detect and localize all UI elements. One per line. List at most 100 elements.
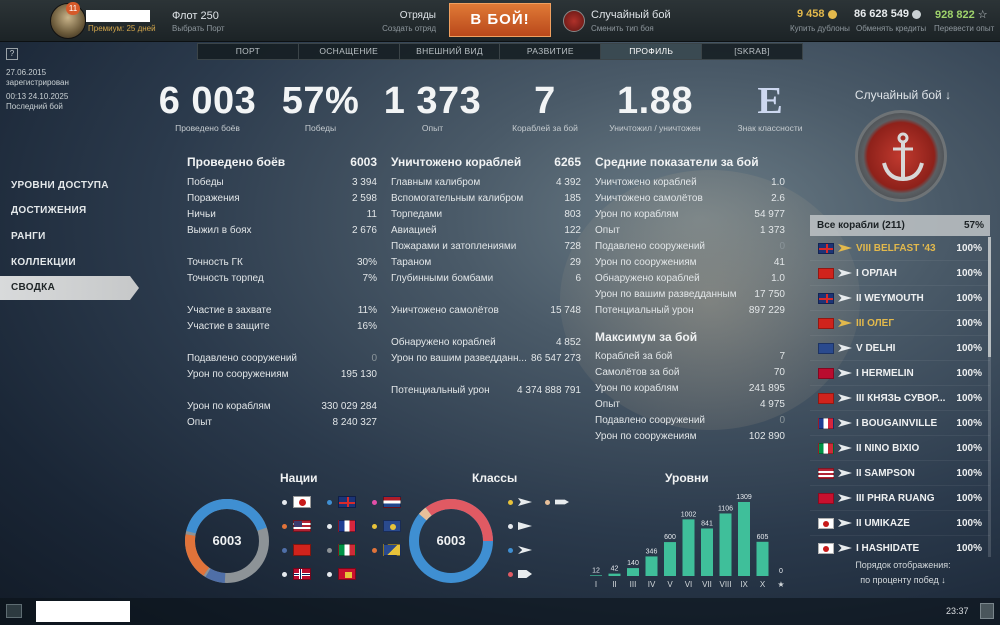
menu-collections[interactable]: КОЛЛЕКЦИИ — [11, 257, 76, 268]
commander-avatar[interactable] — [50, 3, 86, 39]
stat-wins-value: 57% — [281, 80, 360, 122]
ship-class-icon — [838, 519, 852, 527]
ship-row[interactable]: V DELHI 100% — [810, 336, 990, 361]
battles-header: Проведено боёв 6003 — [187, 155, 377, 175]
flag-cn-icon — [818, 392, 834, 404]
doubloons-sub[interactable]: Купить дублоны — [790, 24, 850, 33]
battle-type-sub[interactable]: Сменить тип боя — [591, 24, 654, 33]
battle-button[interactable]: В БОЙ! — [449, 3, 551, 37]
row-value: 86 547 273 — [530, 353, 581, 364]
doubloons-display[interactable]: 9 458 — [797, 8, 837, 20]
ship-name: I HERMELIN — [856, 367, 914, 379]
row-label: Урон по кораблям — [595, 209, 679, 220]
ship-row[interactable]: III PHRA RUANG 100% — [810, 486, 990, 511]
ship-row[interactable]: I ОРЛАН 100% — [810, 261, 990, 286]
row-label: Потенциальный урон — [595, 305, 694, 316]
ship-list-scrollbar[interactable] — [988, 237, 991, 557]
ship-name: II UMIKAZE — [856, 517, 910, 529]
tier-tick-label: VI — [685, 580, 693, 589]
menu-ranks[interactable]: РАНГИ — [11, 231, 46, 242]
ship-winrate: 100% — [956, 342, 982, 354]
stat-wins-label: Победы — [304, 123, 337, 133]
tab-profile[interactable]: ПРОФИЛЬ — [601, 44, 703, 59]
stat-battles-value: 6 003 — [158, 80, 257, 122]
ship-row[interactable]: VIII BELFAST '43 100% — [810, 236, 990, 261]
flag-fr-icon — [818, 417, 834, 429]
tab-appearance[interactable]: ВНЕШНИЙ ВИД — [400, 44, 501, 59]
tier-tick-label: III — [630, 580, 637, 589]
tab-clan[interactable]: [SKRAB] — [734, 46, 770, 56]
all-ships-label: Все корабли (211) — [817, 220, 905, 231]
xp-display[interactable]: 928 822 ☆ — [935, 8, 988, 21]
stat-wins: 57% Победы — [278, 80, 363, 133]
ship-class-icon — [838, 344, 852, 352]
averages-header: Средние показатели за бой — [595, 155, 785, 175]
flag-france — [338, 520, 356, 532]
ship-row[interactable]: II WEYMOUTH 100% — [810, 286, 990, 311]
row-label: Торпедами — [391, 209, 443, 220]
fleet-sub[interactable]: Выбрать Порт — [172, 24, 225, 33]
row-value: 330 029 284 — [321, 401, 377, 412]
credits-sub[interactable]: Обменять кредиты — [856, 24, 927, 33]
ship-row[interactable]: I HASHIDATE 100% — [810, 536, 990, 557]
battle-type-title[interactable]: Случайный бой — [591, 9, 671, 21]
ship-row[interactable]: I BOUGAINVILLE 100% — [810, 411, 990, 436]
row-label: Участие в защите — [187, 321, 270, 332]
sort-order[interactable]: Порядок отображения: по проценту побед ↓ — [818, 558, 988, 588]
ship-list-scrollthumb[interactable] — [988, 237, 991, 357]
row-label: Уничтожено самолётов — [595, 193, 703, 204]
menu-summary[interactable]: СВОДКА — [0, 276, 130, 300]
ship-winrate: 100% — [956, 317, 982, 329]
row-value: 0 — [779, 241, 785, 252]
tab-development[interactable]: РАЗВИТИЕ — [500, 44, 602, 59]
ship-row[interactable]: II SAMPSON 100% — [810, 461, 990, 486]
ship-name: III КНЯЗЬ СУВОР... — [856, 392, 946, 404]
row-value: 17 750 — [754, 289, 785, 300]
fleet-title[interactable]: Флот 250 — [172, 10, 219, 22]
division-title[interactable]: Отряды — [399, 10, 436, 21]
ship-row[interactable]: III КНЯЗЬ СУВОР... 100% — [810, 386, 990, 411]
xp-sub[interactable]: Перевести опыт — [934, 24, 995, 33]
legend-dot — [282, 548, 287, 553]
tier-bar-value: 1106 — [718, 505, 733, 512]
stat-kd-label: Уничтожил / уничтожен — [609, 123, 701, 133]
ship-class-icon — [838, 469, 852, 477]
division-sub[interactable]: Создать отряд — [382, 24, 436, 33]
ship-name: I BOUGAINVILLE — [856, 417, 938, 429]
menu-access-levels[interactable]: УРОВНИ ДОСТУПА — [11, 180, 109, 191]
sort-order-value: по проценту побед ↓ — [860, 575, 946, 585]
row-value: 195 130 — [340, 369, 377, 380]
stat-xp-label: Опыт — [421, 123, 444, 133]
notifications-bell-icon[interactable] — [980, 603, 994, 619]
credits-display[interactable]: 86 628 549 — [854, 8, 922, 20]
chat-icon[interactable] — [6, 604, 22, 618]
row-value: 2 676 — [351, 225, 377, 236]
tab-equipment[interactable]: ОСНАЩЕНИЕ — [299, 44, 400, 59]
destroyed-title: Уничтожено кораблей — [391, 155, 522, 169]
menu-achievements[interactable]: ДОСТИЖЕНИЯ — [11, 205, 87, 216]
flag-th-icon — [818, 492, 834, 504]
star-icon: ☆ — [977, 9, 988, 21]
sort-order-label: Порядок отображения: — [855, 560, 951, 570]
row-value: 0 — [371, 353, 377, 364]
battle-type-icon[interactable] — [563, 10, 585, 32]
all-ships-header[interactable]: Все корабли (211) 57% — [810, 215, 990, 236]
menu-active-arrow — [130, 276, 139, 300]
help-icon[interactable]: ? — [6, 48, 18, 60]
ship-row[interactable]: II NINO BIXIO 100% — [810, 436, 990, 461]
flag-italy — [338, 544, 356, 556]
chat-input-redacted[interactable] — [36, 601, 130, 622]
tab-port[interactable]: ПОРТ — [198, 44, 299, 59]
row-label: Опыт — [595, 225, 620, 236]
max-per-battle-title: Максимум за бой — [595, 330, 698, 344]
ship-winrate: 100% — [956, 417, 982, 429]
submarine-icon — [518, 570, 532, 578]
ship-row[interactable]: III ОЛЕГ 100% — [810, 311, 990, 336]
ship-row[interactable]: II UMIKAZE 100% — [810, 511, 990, 536]
row-value: 2.6 — [771, 193, 785, 204]
row-value: 2 598 — [351, 193, 377, 204]
row-value: 897 229 — [748, 305, 785, 316]
row-value: 3 394 — [351, 177, 377, 188]
battle-type-selector[interactable]: Случайный бой ↓ — [854, 88, 952, 102]
ship-row[interactable]: I HERMELIN 100% — [810, 361, 990, 386]
